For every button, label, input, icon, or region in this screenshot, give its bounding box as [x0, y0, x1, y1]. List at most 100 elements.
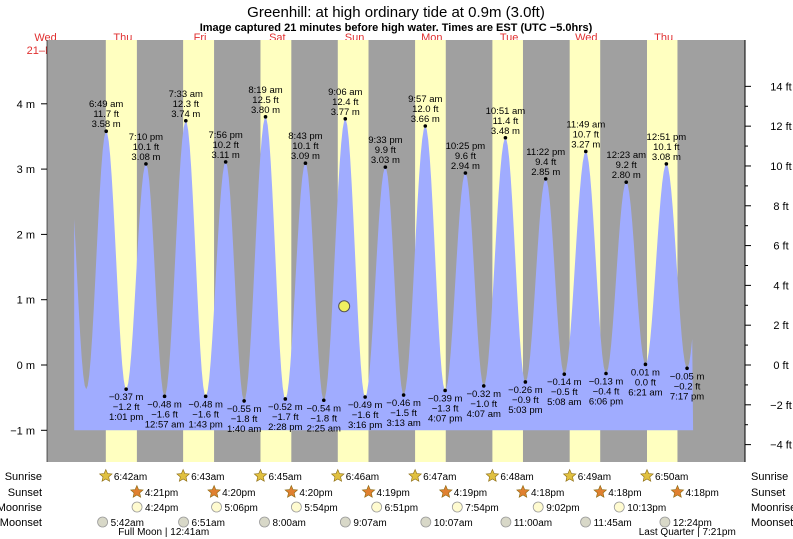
high-tide-time: 10:25 pm	[446, 141, 486, 152]
astro-row-label-right: Sunset	[751, 487, 785, 499]
y-tick-label-ft: 8 ft	[773, 201, 788, 213]
low-tide-point	[321, 398, 326, 403]
low-tide-time: 3:13 am	[386, 418, 420, 429]
moonrise-icon	[613, 501, 625, 513]
y-tick-label-m: −1 m	[10, 425, 35, 437]
high-tide-m: 2.80 m	[612, 170, 641, 181]
low-tide-ft: −1.3 ft	[432, 403, 459, 414]
high-tide-m: 3.74 m	[171, 109, 200, 120]
sunset-icon	[284, 484, 299, 498]
low-tide-m: −0.13 m	[589, 376, 624, 387]
moonset-icon	[178, 516, 189, 528]
low-tide-point	[162, 394, 167, 399]
low-tide-ft: −1.6 ft	[151, 409, 178, 420]
astro-row-label-left: Moonrise	[0, 502, 42, 514]
high-tide-m: 3.58 m	[92, 119, 121, 130]
sunrise-icon	[562, 468, 577, 482]
low-tide-time: 5:03 pm	[508, 405, 542, 416]
moonrise-time: 6:51pm	[385, 503, 418, 514]
sunrise-icon	[98, 468, 113, 482]
high-tide-time: 7:33 am	[169, 89, 203, 100]
low-tide-m: −0.05 m	[670, 371, 705, 382]
high-tide-point	[543, 177, 548, 181]
high-tide-m: 3.11 m	[211, 150, 239, 161]
high-tide-m: 3.08 m	[131, 152, 160, 163]
high-tide-m: 3.03 m	[371, 155, 400, 166]
astro-table: Sunrise Sunrise Sunset Sunset Moonrise Moonri…	[0, 468, 793, 538]
high-tide-ft: 10.1 ft	[653, 142, 680, 153]
low-tide-point	[124, 387, 128, 391]
sunset-time: 4:18pm	[608, 488, 641, 499]
sunrise-icon	[485, 468, 500, 482]
high-tide-ft: 9.4 ft	[535, 157, 556, 168]
moonset-icon	[500, 516, 512, 528]
high-tide-ft: 10.2 ft	[212, 140, 239, 151]
low-tide-ft: −0.2 ft	[674, 381, 701, 392]
low-tide-point	[481, 384, 486, 388]
high-tide-m: 3.08 m	[652, 152, 681, 163]
low-tide-point	[443, 388, 447, 393]
moonrise-time: 10:13pm	[627, 503, 666, 514]
y-tick-label-m: 3 m	[17, 164, 35, 176]
moonrise-icon	[290, 501, 302, 513]
low-tide-time: 12:57 am	[145, 419, 185, 430]
sunset-icon	[361, 484, 376, 498]
moonset-icon	[420, 516, 432, 528]
left-axis-m: −1 m 0 m 1 m 2 m 3 m 4 m	[10, 40, 48, 462]
astro-row-label-right: Moonrise	[751, 502, 793, 514]
high-tide-m: 3.66 m	[411, 114, 440, 125]
high-tide-ft: 12.0 ft	[412, 104, 439, 115]
high-tide-point	[583, 149, 588, 154]
low-tide-m: −0.39 m	[428, 393, 463, 404]
low-tide-ft: −0.5 ft	[551, 387, 578, 398]
chart-title: Greenhill: at high ordinary tide at 0.9m…	[247, 4, 545, 21]
moonset-time: 11:00am	[514, 518, 552, 529]
y-tick-label-m: 0 m	[17, 360, 35, 372]
moonset-time: 12:24pm	[673, 518, 712, 529]
low-tide-ft: −1.8 ft	[231, 414, 258, 425]
sunset-icon	[438, 484, 453, 498]
high-tide-m: 3.48 m	[491, 126, 520, 137]
high-tide-point	[303, 161, 308, 166]
sunset-time: 4:20pm	[299, 488, 332, 499]
sunrise-time: 6:49am	[578, 472, 611, 483]
sunset-icon	[129, 484, 144, 498]
astro-row-label-right: Sunrise	[751, 471, 788, 483]
low-tide-time: 4:07 am	[467, 409, 501, 420]
sunset-time: 4:18pm	[531, 488, 564, 499]
sunrise-icon	[640, 468, 654, 482]
low-tide-point	[363, 395, 367, 399]
moonrise-icon	[131, 501, 143, 513]
low-tide-time: 1:43 pm	[188, 419, 222, 430]
moonset-icon	[580, 516, 591, 528]
high-tide-time: 11:49 am	[566, 119, 605, 130]
high-tide-point	[184, 118, 188, 123]
high-tide-m: 2.94 m	[451, 161, 480, 172]
high-tide-point	[624, 180, 629, 184]
sunrise-icon	[253, 468, 268, 482]
right-axis-ft: −4 ft −2 ft 0 ft 2 ft 4 ft 6 ft 8 ft 10 ft 12 ft…	[744, 40, 792, 462]
low-tide-time: 1:01 pm	[109, 412, 143, 423]
low-tide-m: −0.48 m	[147, 399, 182, 410]
y-tick-label-ft: 4 ft	[773, 280, 788, 292]
low-tide-time: 4:07 pm	[428, 413, 462, 424]
high-tide-time: 10:51 am	[486, 106, 526, 117]
low-tide-point	[643, 362, 648, 367]
y-tick-label-ft: 12 ft	[770, 121, 791, 133]
y-tick-label-ft: 0 ft	[773, 360, 788, 372]
low-tide-m: −0.49 m	[348, 400, 383, 411]
low-tide-time: 2:25 am	[307, 423, 341, 434]
sunrise-time: 6:42am	[114, 472, 147, 483]
astro-row-label-left: Sunset	[8, 487, 42, 499]
low-tide-point	[523, 380, 528, 384]
high-tide-m: 3.27 m	[571, 139, 600, 150]
high-tide-ft: 9.9 ft	[375, 145, 396, 156]
low-tide-m: −0.52 m	[268, 402, 303, 413]
tide-area	[74, 117, 694, 431]
moonrise-icon	[451, 501, 463, 513]
low-tide-time: 3:16 pm	[348, 420, 382, 431]
high-tide-ft: 12.4 ft	[332, 97, 359, 108]
high-tide-point	[664, 162, 669, 166]
high-tide-time: 9:06 am	[328, 87, 362, 98]
high-tide-point	[423, 124, 428, 128]
